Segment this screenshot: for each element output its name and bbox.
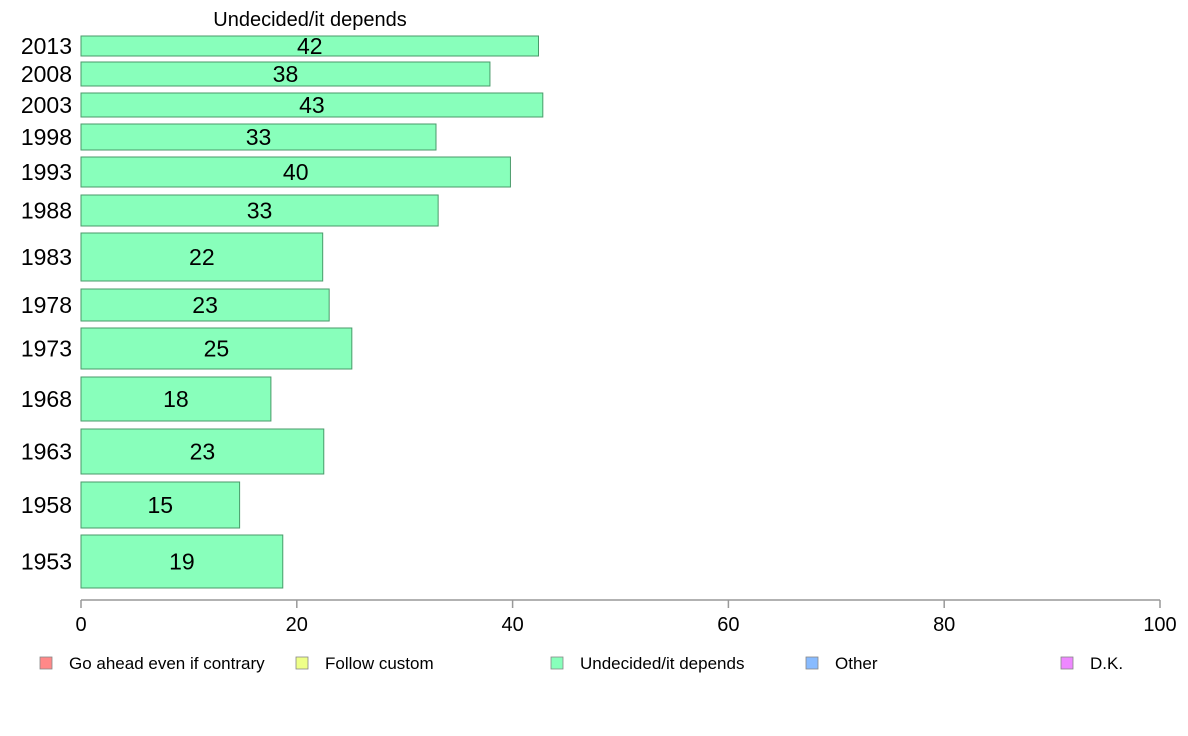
legend-label-0: Go ahead even if contrary — [69, 654, 265, 673]
value-label-1968: 18 — [163, 386, 189, 412]
bar-2013 — [80, 35, 539, 57]
category-label-2008: 2008 — [21, 61, 72, 87]
x-tick-label-100: 100 — [1143, 614, 1176, 636]
category-label-1968: 1968 — [21, 386, 72, 412]
value-label-1963: 23 — [190, 439, 216, 465]
category-label-1998: 1998 — [21, 124, 72, 150]
bar-1953 — [80, 534, 284, 589]
value-label-2013: 42 — [297, 33, 323, 59]
value-label-1983: 22 — [189, 244, 215, 270]
category-label-1988: 1988 — [21, 198, 72, 224]
bar-1978 — [80, 288, 330, 322]
category-label-2003: 2003 — [21, 92, 72, 118]
legend-swatch-3 — [805, 656, 819, 670]
x-tick-label-60: 60 — [717, 614, 739, 636]
value-label-2008: 38 — [273, 61, 299, 87]
value-label-1993: 40 — [283, 159, 309, 185]
bar-2008 — [80, 61, 491, 87]
value-label-1973: 25 — [204, 336, 230, 362]
value-label-1988: 33 — [247, 198, 273, 224]
x-tick-label-20: 20 — [286, 614, 308, 636]
legend-swatch-2 — [550, 656, 564, 670]
category-label-1953: 1953 — [21, 549, 72, 575]
category-label-1958: 1958 — [21, 492, 72, 518]
category-label-1983: 1983 — [21, 244, 72, 270]
value-label-1958: 15 — [148, 492, 174, 518]
legend-swatch-0 — [39, 656, 53, 670]
bar-1968 — [80, 376, 272, 422]
bar-1958 — [80, 481, 241, 529]
x-tick-label-0: 0 — [75, 614, 86, 636]
bar-1993 — [80, 156, 511, 188]
chart-title: Undecided/it depends — [213, 9, 406, 31]
category-label-1963: 1963 — [21, 439, 72, 465]
value-label-1978: 23 — [192, 292, 218, 318]
category-label-1978: 1978 — [21, 292, 72, 318]
x-axis: 0 20 40 60 80 100 — [75, 599, 1177, 636]
bar-1988 — [80, 194, 439, 227]
value-label-1998: 33 — [246, 124, 272, 150]
bars-group: 2013 42 2008 38 2003 43 1998 33 1993 40 1988 33 1983… — [21, 33, 544, 589]
bar-1973 — [80, 327, 353, 370]
bar-1998 — [80, 123, 437, 151]
bar-1963 — [80, 428, 325, 475]
legend-label-1: Follow custom — [325, 654, 434, 673]
category-label-1973: 1973 — [21, 336, 72, 362]
legend-swatch-1 — [295, 656, 309, 670]
x-tick-label-40: 40 — [501, 614, 523, 636]
value-label-1953: 19 — [169, 549, 195, 575]
legend-label-4: D.K. — [1090, 654, 1123, 673]
value-label-2003: 43 — [299, 92, 325, 118]
x-tick-label-80: 80 — [933, 614, 955, 636]
legend-swatch-4 — [1060, 656, 1074, 670]
category-label-2013: 2013 — [21, 33, 72, 59]
bar-1983 — [80, 232, 324, 282]
legend: Go ahead even if contrary Follow custom Un… — [39, 654, 1123, 673]
bar-2003 — [80, 92, 544, 118]
legend-label-2: Undecided/it depends — [580, 654, 744, 673]
legend-label-3: Other — [835, 654, 878, 673]
category-label-1993: 1993 — [21, 159, 72, 185]
